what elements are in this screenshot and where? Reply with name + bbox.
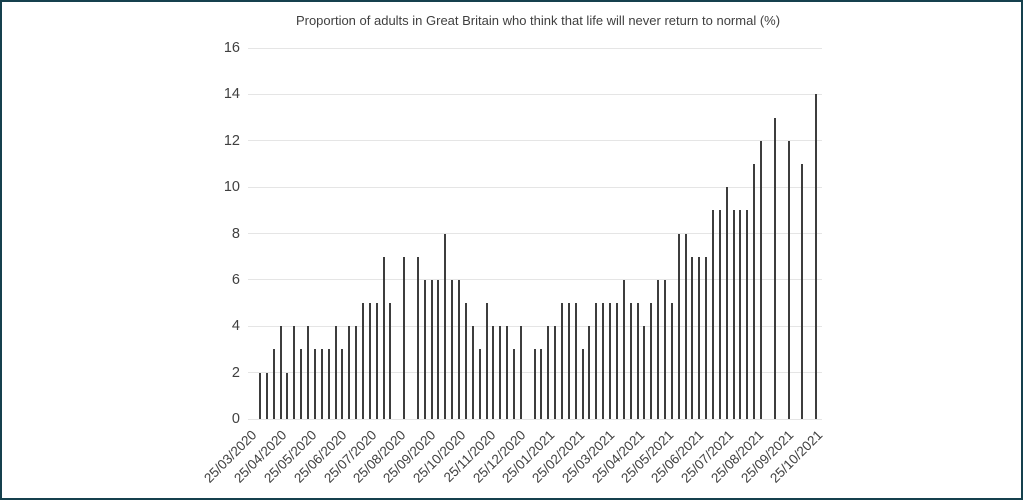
y-axis-tick-label: 8 — [231, 225, 240, 242]
y-axis-tick-label: 0 — [231, 411, 240, 427]
bar — [499, 326, 502, 419]
bar — [451, 279, 454, 419]
bar — [430, 279, 433, 419]
bar — [705, 256, 708, 419]
bar — [622, 279, 625, 419]
bar — [313, 349, 316, 419]
bar — [348, 326, 351, 419]
bar — [327, 349, 330, 419]
bar — [389, 303, 392, 419]
bar — [437, 279, 440, 419]
bar — [279, 326, 282, 419]
bar — [718, 210, 721, 419]
bar — [574, 303, 577, 419]
bar — [725, 187, 728, 419]
chart-title: Proportion of adults in Great Britain wh… — [295, 13, 781, 28]
bar — [636, 303, 639, 419]
bar — [458, 279, 461, 419]
bar — [382, 256, 385, 419]
bar — [629, 303, 632, 419]
bar — [643, 326, 646, 419]
bar — [478, 349, 481, 419]
bar — [650, 303, 653, 419]
bar — [300, 349, 303, 419]
y-axis-tick-label: 6 — [231, 271, 240, 288]
bar — [547, 326, 550, 419]
y-axis-tick-label: 12 — [223, 132, 240, 149]
gridline — [248, 47, 822, 49]
bar — [670, 303, 673, 419]
bar — [307, 326, 310, 419]
bar — [368, 303, 371, 419]
bar — [732, 210, 735, 419]
bar — [416, 256, 419, 419]
bar — [423, 279, 426, 419]
bar — [361, 303, 364, 419]
bar — [753, 163, 756, 419]
bar — [712, 210, 715, 419]
bar — [615, 303, 618, 419]
bar — [341, 349, 344, 419]
bar — [561, 303, 564, 419]
bar — [677, 233, 680, 419]
bar — [259, 372, 261, 419]
bar — [739, 210, 742, 419]
y-axis-tick-label: 2 — [231, 364, 240, 381]
bar — [595, 303, 598, 419]
bar — [444, 233, 447, 419]
bar — [519, 326, 522, 419]
y-axis-tick-label: 4 — [231, 318, 240, 335]
bar — [375, 303, 378, 419]
bar — [760, 140, 763, 419]
bar — [265, 372, 268, 419]
bar — [581, 349, 584, 419]
bar — [506, 326, 509, 419]
bar — [602, 303, 605, 419]
bar — [471, 326, 474, 419]
bar — [334, 326, 337, 419]
gridline — [248, 140, 822, 142]
bar — [512, 349, 515, 419]
bar — [286, 372, 289, 419]
bar — [691, 256, 694, 419]
bar — [567, 303, 570, 419]
bar — [773, 117, 776, 419]
bar — [801, 163, 804, 419]
bar — [272, 349, 275, 419]
bar — [554, 326, 557, 419]
gridline — [248, 418, 822, 420]
bar — [533, 349, 536, 419]
bar — [403, 256, 406, 419]
bar — [485, 303, 488, 419]
bar — [355, 326, 358, 419]
bar — [588, 326, 591, 419]
bar — [787, 140, 790, 419]
bar — [815, 94, 817, 419]
y-axis-tick-label: 14 — [223, 86, 240, 103]
bar — [684, 233, 687, 419]
bar — [746, 210, 749, 419]
y-axis-tick-label: 10 — [223, 179, 240, 196]
bar — [464, 303, 467, 419]
bar — [492, 326, 495, 419]
bar — [320, 349, 323, 419]
bar — [293, 326, 296, 419]
y-axis-tick-label: 16 — [223, 40, 240, 56]
bar — [540, 349, 543, 419]
bar — [698, 256, 701, 419]
bar — [657, 279, 660, 419]
gridline — [248, 279, 822, 281]
gridline — [248, 186, 822, 188]
bar — [663, 279, 666, 419]
gridline — [248, 93, 822, 95]
bar — [609, 303, 612, 419]
gridline — [248, 233, 822, 234]
gridline — [248, 325, 822, 327]
